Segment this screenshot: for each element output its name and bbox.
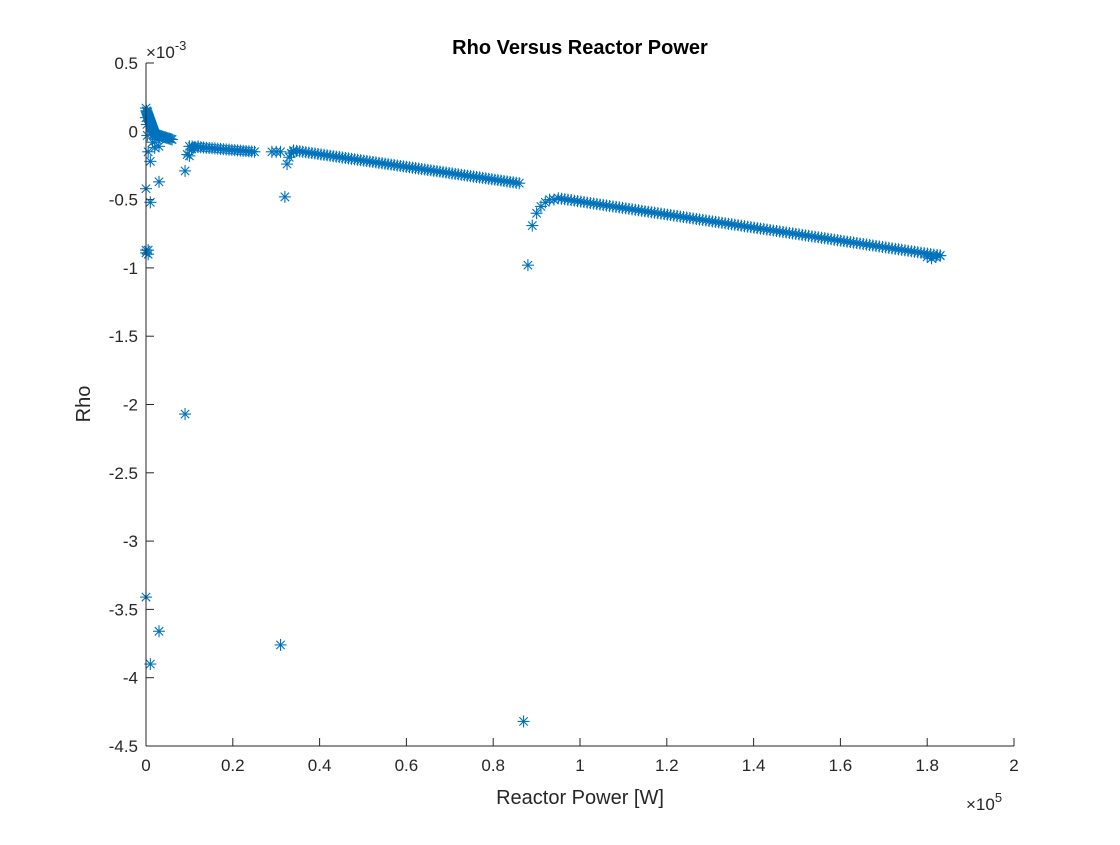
svg-text:×10-3: ×10-3 (146, 38, 186, 62)
x-exponent-base: ×10 (966, 795, 995, 814)
x-tick-label: 1.2 (655, 756, 679, 775)
y-tick-label: -2.5 (109, 464, 138, 483)
x-tick-label: 0.6 (395, 756, 419, 775)
data-point (274, 145, 287, 158)
y-tick-label: -0.5 (109, 191, 138, 210)
data-point (166, 133, 179, 146)
data-point (513, 177, 526, 190)
y-tick-label: -4 (123, 669, 138, 688)
data-point (153, 175, 166, 188)
y-tick-label: -2 (123, 396, 138, 415)
data-point (547, 193, 560, 206)
x-tick-label: 2 (1009, 756, 1018, 775)
data-point (142, 248, 155, 261)
x-tick-label: 0.8 (481, 756, 505, 775)
y-exponent-power: -3 (175, 38, 187, 53)
data-point (140, 118, 153, 131)
y-tick-label: -4.5 (109, 737, 138, 756)
data-point (153, 140, 166, 153)
x-tick-label: 0 (141, 756, 150, 775)
data-point (278, 190, 291, 203)
x-tick-label: 1.6 (829, 756, 853, 775)
x-tick-label: 1 (575, 756, 584, 775)
y-exponent-label: ×10-3 (146, 38, 186, 62)
x-exponent-label: ×105 (966, 790, 1002, 814)
y-tick-label: -3.5 (109, 600, 138, 619)
data-point (153, 625, 166, 638)
data-point (144, 196, 157, 209)
y-axis: 0.5 0 -0.5 -1 -1.5 -2 -2.5 -3 -3.5 -4 -4.5 (109, 54, 154, 756)
data-point (934, 249, 947, 262)
data-point (248, 145, 261, 158)
data-point (287, 145, 300, 158)
axis-lines (145, 63, 1014, 747)
y-tick-label: -1 (123, 259, 138, 278)
y-tick-label: 0 (129, 122, 138, 141)
data-point (517, 715, 530, 728)
data-point (179, 408, 192, 421)
svg-text:×105: ×105 (966, 790, 1002, 814)
data-point (526, 219, 539, 232)
data-point (274, 638, 287, 651)
x-exponent-power: 5 (995, 790, 1002, 805)
y-exponent-base: ×10 (146, 43, 175, 62)
y-tick-label: -1.5 (109, 327, 138, 346)
y-tick-label: 0.5 (114, 54, 138, 73)
data-point (141, 129, 154, 142)
y-tick-label: -3 (123, 532, 138, 551)
x-tick-label: 0.4 (308, 756, 332, 775)
data-point (142, 145, 155, 158)
data-point (521, 259, 534, 272)
x-tick-label: 1.4 (742, 756, 766, 775)
plot-area (146, 63, 1014, 746)
data-series (140, 102, 947, 728)
y-axis-label: Rho (73, 386, 95, 423)
x-tick-label: 1.8 (915, 756, 939, 775)
data-point (192, 140, 205, 153)
data-point (179, 164, 192, 177)
x-axis: 0 0.2 0.4 0.6 0.8 1 1.2 1.4 1.6 1.8 2 (141, 738, 1019, 775)
chart-title: Rho Versus Reactor Power (452, 37, 708, 59)
data-point (530, 207, 543, 220)
x-axis-label: Reactor Power [W] (496, 787, 664, 809)
x-tick-label: 0.2 (221, 756, 245, 775)
